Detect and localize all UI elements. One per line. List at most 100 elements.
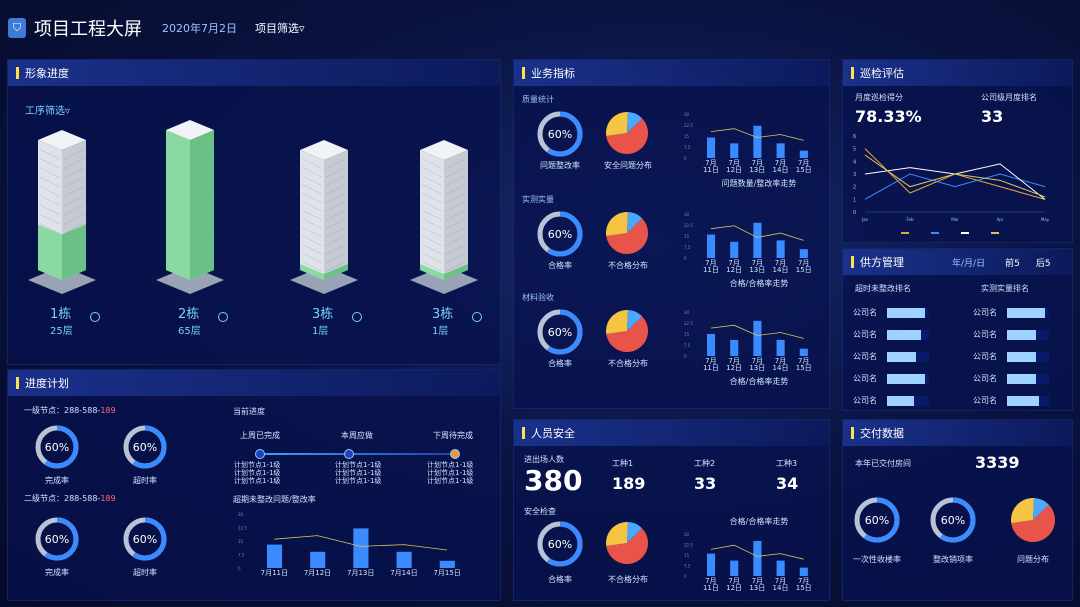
safety-chart-caption: 合格/合格率走势 xyxy=(729,517,789,526)
ranking-company-name: 公司名 xyxy=(853,308,877,317)
overdue-bar-chart: 30 22.5 15 7.5 0 7月11日 7月12日 7月13日 7月14日 7月15日 xyxy=(238,512,461,577)
safety-donut: 60% xyxy=(536,520,584,568)
building-3[interactable] xyxy=(290,140,358,294)
x-tick-label: 15日 xyxy=(796,584,812,592)
bar xyxy=(730,560,739,576)
x-tick-label: 7月 xyxy=(798,577,809,585)
ranking-bar-track xyxy=(887,307,929,318)
page-title: 项目工程大屏 xyxy=(34,19,142,40)
delivery-panel: 交付数据 本年已交付房间 3339 60% 一次性收楼率 60% 整改销项率 问题分布 xyxy=(842,419,1073,601)
process-filter[interactable]: 工序筛选▿ xyxy=(25,106,71,117)
front5-tab[interactable]: 前5 xyxy=(1005,258,1020,269)
right-ranking-title: 实测实量排名 xyxy=(981,284,1029,293)
legend-swatch xyxy=(901,232,909,234)
y-tick: 15 xyxy=(684,332,690,337)
safety-donut-value: 60% xyxy=(547,537,573,551)
building-floors: 1层 xyxy=(432,326,449,337)
location-pin-icon[interactable] xyxy=(472,312,482,322)
score-label: 月度巡检得分 xyxy=(855,93,903,102)
plan-node-item: 计划节点1-1级 xyxy=(234,461,281,469)
stage-label: 本周应做 xyxy=(341,431,373,440)
delivery-pie xyxy=(1011,498,1055,542)
delivery-donut-2-value: 60% xyxy=(940,513,966,527)
biz-section-name: 材料验收 xyxy=(522,293,554,302)
biz-donut: 60% xyxy=(536,110,584,158)
ranking-row: 公司名 xyxy=(973,395,1049,406)
plan-node-item: 计划节点1-1级 xyxy=(427,469,474,477)
delivery-panel-header: 交付数据 xyxy=(843,420,1072,446)
plan-title: 进度计划 xyxy=(25,377,69,390)
y-tick: 7.5 xyxy=(684,343,691,348)
biz-chart-caption: 合格/合格率走势 xyxy=(729,279,789,288)
bar xyxy=(396,551,412,568)
biz-pie-caption: 不合格分布 xyxy=(608,261,648,270)
ranking-row: 公司名 xyxy=(853,351,929,362)
ranking-company-name: 公司名 xyxy=(973,374,997,383)
building-1[interactable] xyxy=(28,130,96,294)
y-tick: 22.5 xyxy=(238,526,247,531)
left-ranking-title: 超时未整改排名 xyxy=(855,284,911,293)
ranking-bar-fill xyxy=(887,307,925,318)
ranking-company-name: 公司名 xyxy=(853,352,877,361)
progress-timeline xyxy=(260,453,456,455)
supply-title: 供方管理 xyxy=(860,256,904,269)
bar xyxy=(266,544,283,568)
timeline-node xyxy=(344,449,354,459)
back5-tab[interactable]: 后5 xyxy=(1035,258,1051,269)
x-tick-label: 11日 xyxy=(703,584,719,592)
worker-type-value: 189 xyxy=(612,474,646,493)
delivered-value: 3339 xyxy=(975,453,1020,472)
biz-pie xyxy=(606,310,648,352)
delivery-donut-1-caption: 一次性收楼率 xyxy=(853,555,901,564)
x-tick-label: 15日 xyxy=(796,166,812,174)
level1-label: 一级节点： xyxy=(24,406,64,415)
x-tick-label: 11日 xyxy=(703,266,719,274)
bar xyxy=(706,137,716,158)
inspect-series-line xyxy=(864,154,1046,198)
date-label: 2020年7月2日 xyxy=(162,22,237,35)
ranking-bar-fill xyxy=(887,351,917,362)
y-tick: 15 xyxy=(684,134,690,139)
location-pin-icon[interactable] xyxy=(352,312,362,322)
y-tick: 0 xyxy=(684,156,687,161)
y-tick: 30 xyxy=(684,112,690,117)
score-value: 78.33% xyxy=(855,107,922,126)
delivered-label: 本年已交付房间 xyxy=(855,459,911,468)
x-tick-label: 7月 xyxy=(752,357,763,365)
building-floors: 1层 xyxy=(312,326,329,337)
y-tick: 22.5 xyxy=(684,223,693,228)
level1-node: 一级节点：288-588-189 xyxy=(24,405,116,416)
bar xyxy=(730,241,739,258)
biz-chart-caption: 合格/合格率走势 xyxy=(729,377,789,386)
shield-icon: ⛉ xyxy=(8,18,26,38)
plan-donut: 60% xyxy=(122,424,168,470)
pie-slice xyxy=(606,522,628,546)
project-filter[interactable]: 项目筛选▿ xyxy=(255,22,305,35)
y-tick: 3 xyxy=(853,172,856,178)
building-2[interactable] xyxy=(156,120,224,294)
ranking-company-name: 公司名 xyxy=(853,374,877,383)
bar xyxy=(730,339,739,356)
rank-value: 33 xyxy=(981,107,1004,126)
trend-line xyxy=(710,225,804,241)
ranking-row: 公司名 xyxy=(853,373,929,384)
inspect-line-chart: 0 1 2 3 4 5 6 Jan Feb Mar Apr May xyxy=(853,134,1050,234)
ranking-bar-track xyxy=(1007,329,1049,340)
ranking-row: 公司名 xyxy=(853,329,929,340)
biz-section-name: 实测实量 xyxy=(522,195,554,204)
x-tick-label: 7月 xyxy=(775,159,786,167)
period-selector[interactable]: 年/月/日 xyxy=(952,258,986,269)
bar xyxy=(776,240,785,258)
location-pin-icon[interactable] xyxy=(218,312,228,322)
top-bar: ⛉ 项目工程大屏 2020年7月2日 项目筛选▿ xyxy=(0,0,1080,56)
ranking-company-name: 公司名 xyxy=(853,330,877,339)
x-tick-label: 12日 xyxy=(726,364,742,372)
building-4[interactable] xyxy=(410,140,478,294)
location-pin-icon[interactable] xyxy=(90,312,100,322)
delivery-donut-1: 60% xyxy=(853,496,901,544)
pie-slice xyxy=(627,212,643,233)
ranking-bar-track xyxy=(887,329,929,340)
biz-pie-caption: 安全问题分布 xyxy=(604,161,652,170)
ranking-row: 公司名 xyxy=(973,351,1049,362)
pie-slice xyxy=(1011,504,1055,542)
